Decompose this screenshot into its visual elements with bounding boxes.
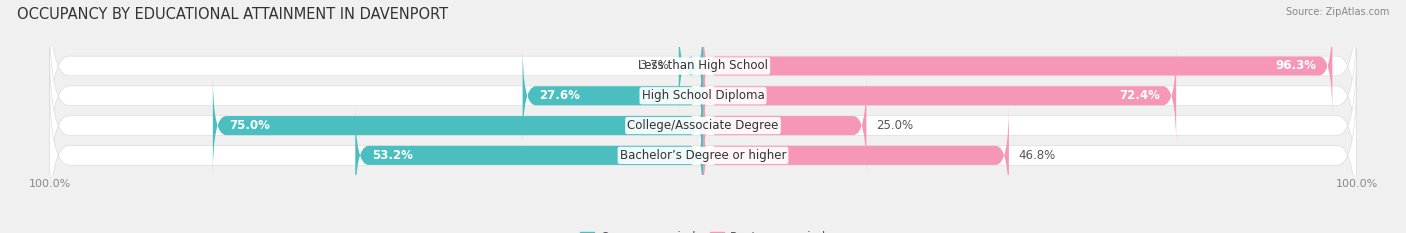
FancyBboxPatch shape [679, 16, 703, 116]
Text: 75.0%: 75.0% [229, 119, 270, 132]
Text: 46.8%: 46.8% [1018, 149, 1056, 162]
FancyBboxPatch shape [49, 76, 1357, 233]
FancyBboxPatch shape [49, 16, 1357, 175]
FancyBboxPatch shape [703, 16, 1333, 116]
Text: 3.7%: 3.7% [640, 59, 669, 72]
FancyBboxPatch shape [356, 105, 703, 206]
FancyBboxPatch shape [703, 105, 1010, 206]
FancyBboxPatch shape [703, 46, 1177, 146]
Text: OCCUPANCY BY EDUCATIONAL ATTAINMENT IN DAVENPORT: OCCUPANCY BY EDUCATIONAL ATTAINMENT IN D… [17, 7, 449, 22]
Text: 96.3%: 96.3% [1275, 59, 1316, 72]
Text: 53.2%: 53.2% [371, 149, 412, 162]
Text: 72.4%: 72.4% [1119, 89, 1160, 102]
FancyBboxPatch shape [212, 75, 703, 176]
Text: High School Diploma: High School Diploma [641, 89, 765, 102]
FancyBboxPatch shape [49, 0, 1357, 146]
FancyBboxPatch shape [703, 75, 866, 176]
Text: 27.6%: 27.6% [538, 89, 579, 102]
Text: Bachelor’s Degree or higher: Bachelor’s Degree or higher [620, 149, 786, 162]
Text: Source: ZipAtlas.com: Source: ZipAtlas.com [1285, 7, 1389, 17]
Text: Less than High School: Less than High School [638, 59, 768, 72]
Legend: Owner-occupied, Renter-occupied: Owner-occupied, Renter-occupied [575, 226, 831, 233]
FancyBboxPatch shape [523, 46, 703, 146]
Text: 25.0%: 25.0% [876, 119, 914, 132]
FancyBboxPatch shape [49, 46, 1357, 205]
Text: College/Associate Degree: College/Associate Degree [627, 119, 779, 132]
